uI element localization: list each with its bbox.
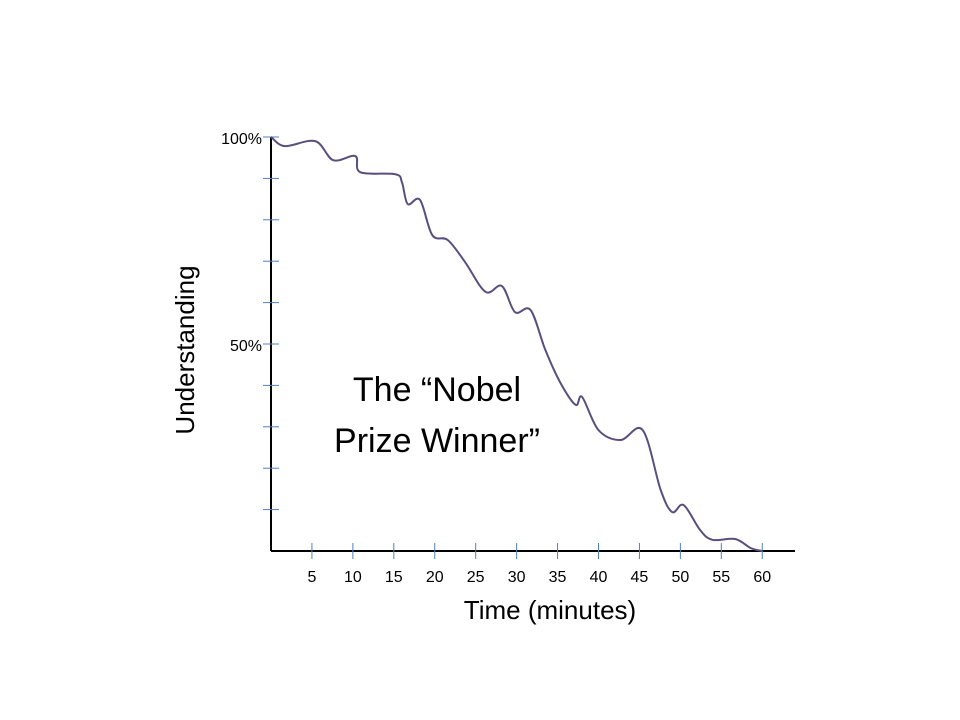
annotation: The “Nobel (353, 371, 521, 409)
x-tick-label: 50 (671, 569, 689, 586)
x-tick-label: 30 (508, 569, 526, 586)
y-axis-label: Understanding (170, 265, 200, 434)
x-tick-label: 10 (344, 569, 362, 586)
x-tick-label: 20 (426, 569, 444, 586)
x-tick-label: 15 (385, 569, 403, 586)
x-axis-label: Time (minutes) (464, 595, 636, 625)
x-tick-label: 35 (549, 569, 567, 586)
annotation: Prize Winner” (334, 422, 540, 460)
x-tick-label: 45 (631, 569, 649, 586)
data-line (270, 136, 763, 552)
x-tick-label: 25 (467, 569, 485, 586)
y-tick-label: 50% (230, 338, 262, 355)
x-tick-label: 5 (307, 569, 316, 586)
y-tick-label: 100% (221, 131, 262, 148)
x-tick-label: 40 (590, 569, 608, 586)
x-tick-label: 60 (753, 569, 771, 586)
x-tick-label: 55 (712, 569, 730, 586)
